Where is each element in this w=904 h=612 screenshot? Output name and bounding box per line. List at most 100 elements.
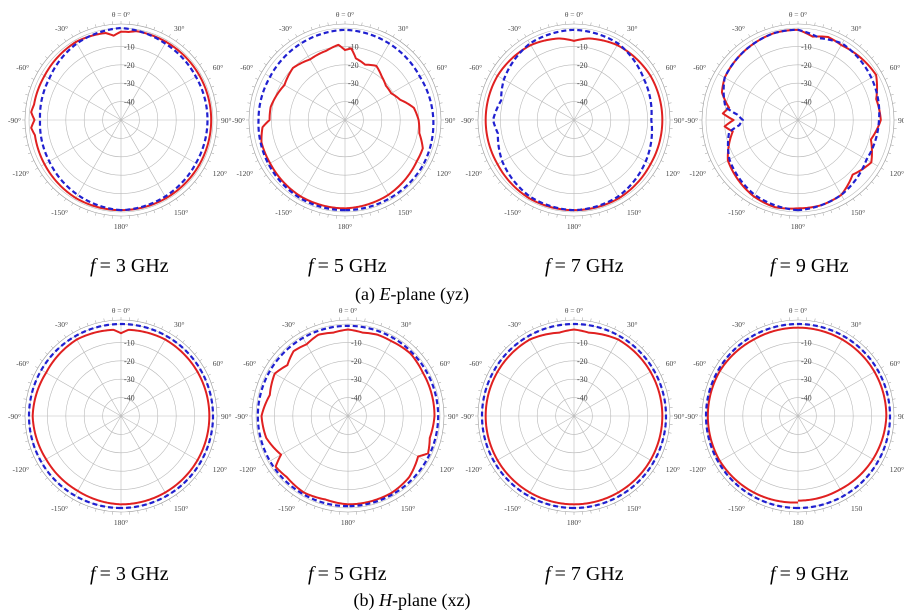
angle-tick xyxy=(255,160,259,163)
polar-plot: -10 -20 -30 -40 θ = 0° 30° 60° 90° 120° 150° 180° -… xyxy=(8,306,232,527)
angle-tick xyxy=(415,483,419,487)
grid-spoke xyxy=(344,119,425,167)
angle-tick xyxy=(741,334,744,338)
angle-tick-label: -150° xyxy=(728,504,745,513)
angle-tick xyxy=(423,174,427,177)
angle-tick xyxy=(295,203,298,206)
grid-spoke xyxy=(573,415,654,463)
angle-tick xyxy=(211,85,215,88)
angle-tick-label: 180° xyxy=(114,222,128,231)
grid-spoke xyxy=(573,119,654,167)
angle-tick xyxy=(614,326,617,330)
angle-tick-label: 60° xyxy=(890,63,901,72)
angle-tick xyxy=(64,334,67,338)
angle-tick xyxy=(884,160,888,163)
angle-tick xyxy=(763,210,766,214)
angle-tick xyxy=(503,187,507,191)
angle-tick xyxy=(213,94,217,96)
angle-tick xyxy=(412,187,416,191)
angle-tick-label: -120° xyxy=(465,169,482,178)
angle-tick xyxy=(892,432,896,434)
series-line-dashed xyxy=(38,26,209,212)
grid-spoke xyxy=(573,73,654,121)
angle-tick xyxy=(668,398,672,400)
angle-tick xyxy=(281,193,284,197)
angle-tick xyxy=(647,477,651,480)
angle-tick xyxy=(652,470,656,473)
angle-tick-label: θ = 0° xyxy=(112,306,130,315)
angle-tick xyxy=(721,352,725,355)
angle-tick xyxy=(266,359,270,362)
angle-tick xyxy=(492,359,496,362)
angle-tick xyxy=(310,26,313,30)
angle-tick xyxy=(153,506,156,510)
angle-tick xyxy=(409,489,412,493)
polar-plot: -10 -20 -30 -40 θ = 0° 30° 60° 90° 120° 150° 180° -… xyxy=(8,10,232,231)
angle-tick xyxy=(606,506,609,510)
grid-spoke xyxy=(527,119,575,200)
radial-tick-label: -40 xyxy=(577,98,588,107)
angle-tick-label: 120° xyxy=(437,169,451,178)
angle-tick xyxy=(103,510,105,514)
angle-tick xyxy=(666,94,670,96)
angle-tick-label: 150° xyxy=(174,504,188,513)
angle-tick xyxy=(252,390,256,392)
angle-tick xyxy=(845,330,848,333)
angle-tick xyxy=(859,489,862,493)
angle-tick xyxy=(57,43,60,47)
angle-tick xyxy=(884,373,888,376)
angle-tick xyxy=(395,499,398,502)
angle-tick xyxy=(39,470,43,473)
grid-spoke xyxy=(573,336,621,417)
angle-tick xyxy=(517,334,520,338)
angle-tick xyxy=(621,330,624,333)
angle-tick xyxy=(734,339,737,343)
grid-spoke xyxy=(573,40,621,121)
angle-tick xyxy=(503,345,507,349)
angle-tick-label: -150° xyxy=(275,208,292,217)
angle-tick xyxy=(763,506,766,510)
angle-tick xyxy=(364,318,366,322)
grid-spoke xyxy=(301,336,349,417)
grid-spoke xyxy=(120,119,168,200)
angle-tick xyxy=(137,214,139,218)
angle-tick xyxy=(708,77,712,80)
angle-tick xyxy=(415,345,419,349)
angle-tick xyxy=(716,470,720,473)
angle-tick xyxy=(660,456,664,459)
angle-tick xyxy=(492,63,496,66)
angle-tick xyxy=(298,499,301,502)
angle-tick xyxy=(250,432,254,434)
angle-tick-label: 60° xyxy=(890,359,901,368)
angle-tick xyxy=(838,206,841,210)
angle-tick xyxy=(327,214,329,218)
angle-tick-label: -150° xyxy=(51,504,68,513)
angle-tick xyxy=(188,345,192,349)
angle-tick xyxy=(590,214,592,218)
angle-tick-label: 150° xyxy=(851,208,865,217)
grid-spoke xyxy=(573,415,621,496)
angle-tick xyxy=(890,390,894,392)
angle-tick xyxy=(153,26,156,30)
angle-tick xyxy=(606,322,609,326)
angle-tick xyxy=(322,508,324,512)
radial-tick-label: -10 xyxy=(124,338,135,347)
angle-tick xyxy=(888,448,892,451)
angle-tick xyxy=(175,494,178,498)
angle-tick-label: 120° xyxy=(213,465,227,474)
angle-tick xyxy=(476,432,480,434)
angle-tick xyxy=(251,152,255,155)
angle-tick xyxy=(421,352,425,355)
angle-tick xyxy=(476,136,480,138)
angle-tick xyxy=(881,70,884,73)
angle-tick xyxy=(31,373,35,376)
grid-spoke xyxy=(494,369,575,417)
angle-tick xyxy=(207,456,211,459)
angle-tick xyxy=(497,181,501,184)
series-line-solid xyxy=(30,30,213,212)
angle-tick xyxy=(641,483,645,487)
angle-tick xyxy=(288,38,291,42)
angle-tick xyxy=(539,322,542,326)
angle-tick xyxy=(876,174,880,177)
angle-tick xyxy=(890,440,894,442)
